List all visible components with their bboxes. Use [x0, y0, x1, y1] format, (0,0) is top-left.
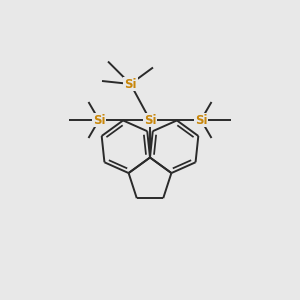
- Text: Si: Si: [93, 113, 105, 127]
- Text: Si: Si: [124, 77, 137, 91]
- Text: Si: Si: [144, 113, 156, 127]
- Text: Si: Si: [195, 113, 207, 127]
